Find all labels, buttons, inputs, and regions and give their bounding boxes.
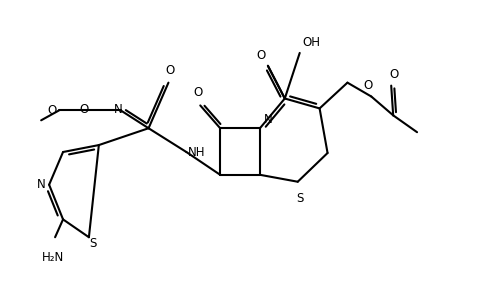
Text: H₂N: H₂N bbox=[42, 251, 64, 264]
Text: O: O bbox=[194, 87, 203, 99]
Text: NH: NH bbox=[188, 146, 206, 159]
Text: OH: OH bbox=[303, 36, 321, 49]
Text: N: N bbox=[36, 178, 45, 191]
Text: S: S bbox=[296, 192, 303, 205]
Text: O: O bbox=[48, 104, 57, 117]
Text: O: O bbox=[363, 79, 373, 91]
Text: O: O bbox=[389, 68, 399, 81]
Text: N: N bbox=[264, 113, 273, 126]
Text: O: O bbox=[256, 49, 266, 62]
Text: O: O bbox=[80, 103, 89, 116]
Text: N: N bbox=[114, 103, 123, 116]
Text: O: O bbox=[166, 64, 175, 77]
Text: S: S bbox=[89, 237, 96, 250]
